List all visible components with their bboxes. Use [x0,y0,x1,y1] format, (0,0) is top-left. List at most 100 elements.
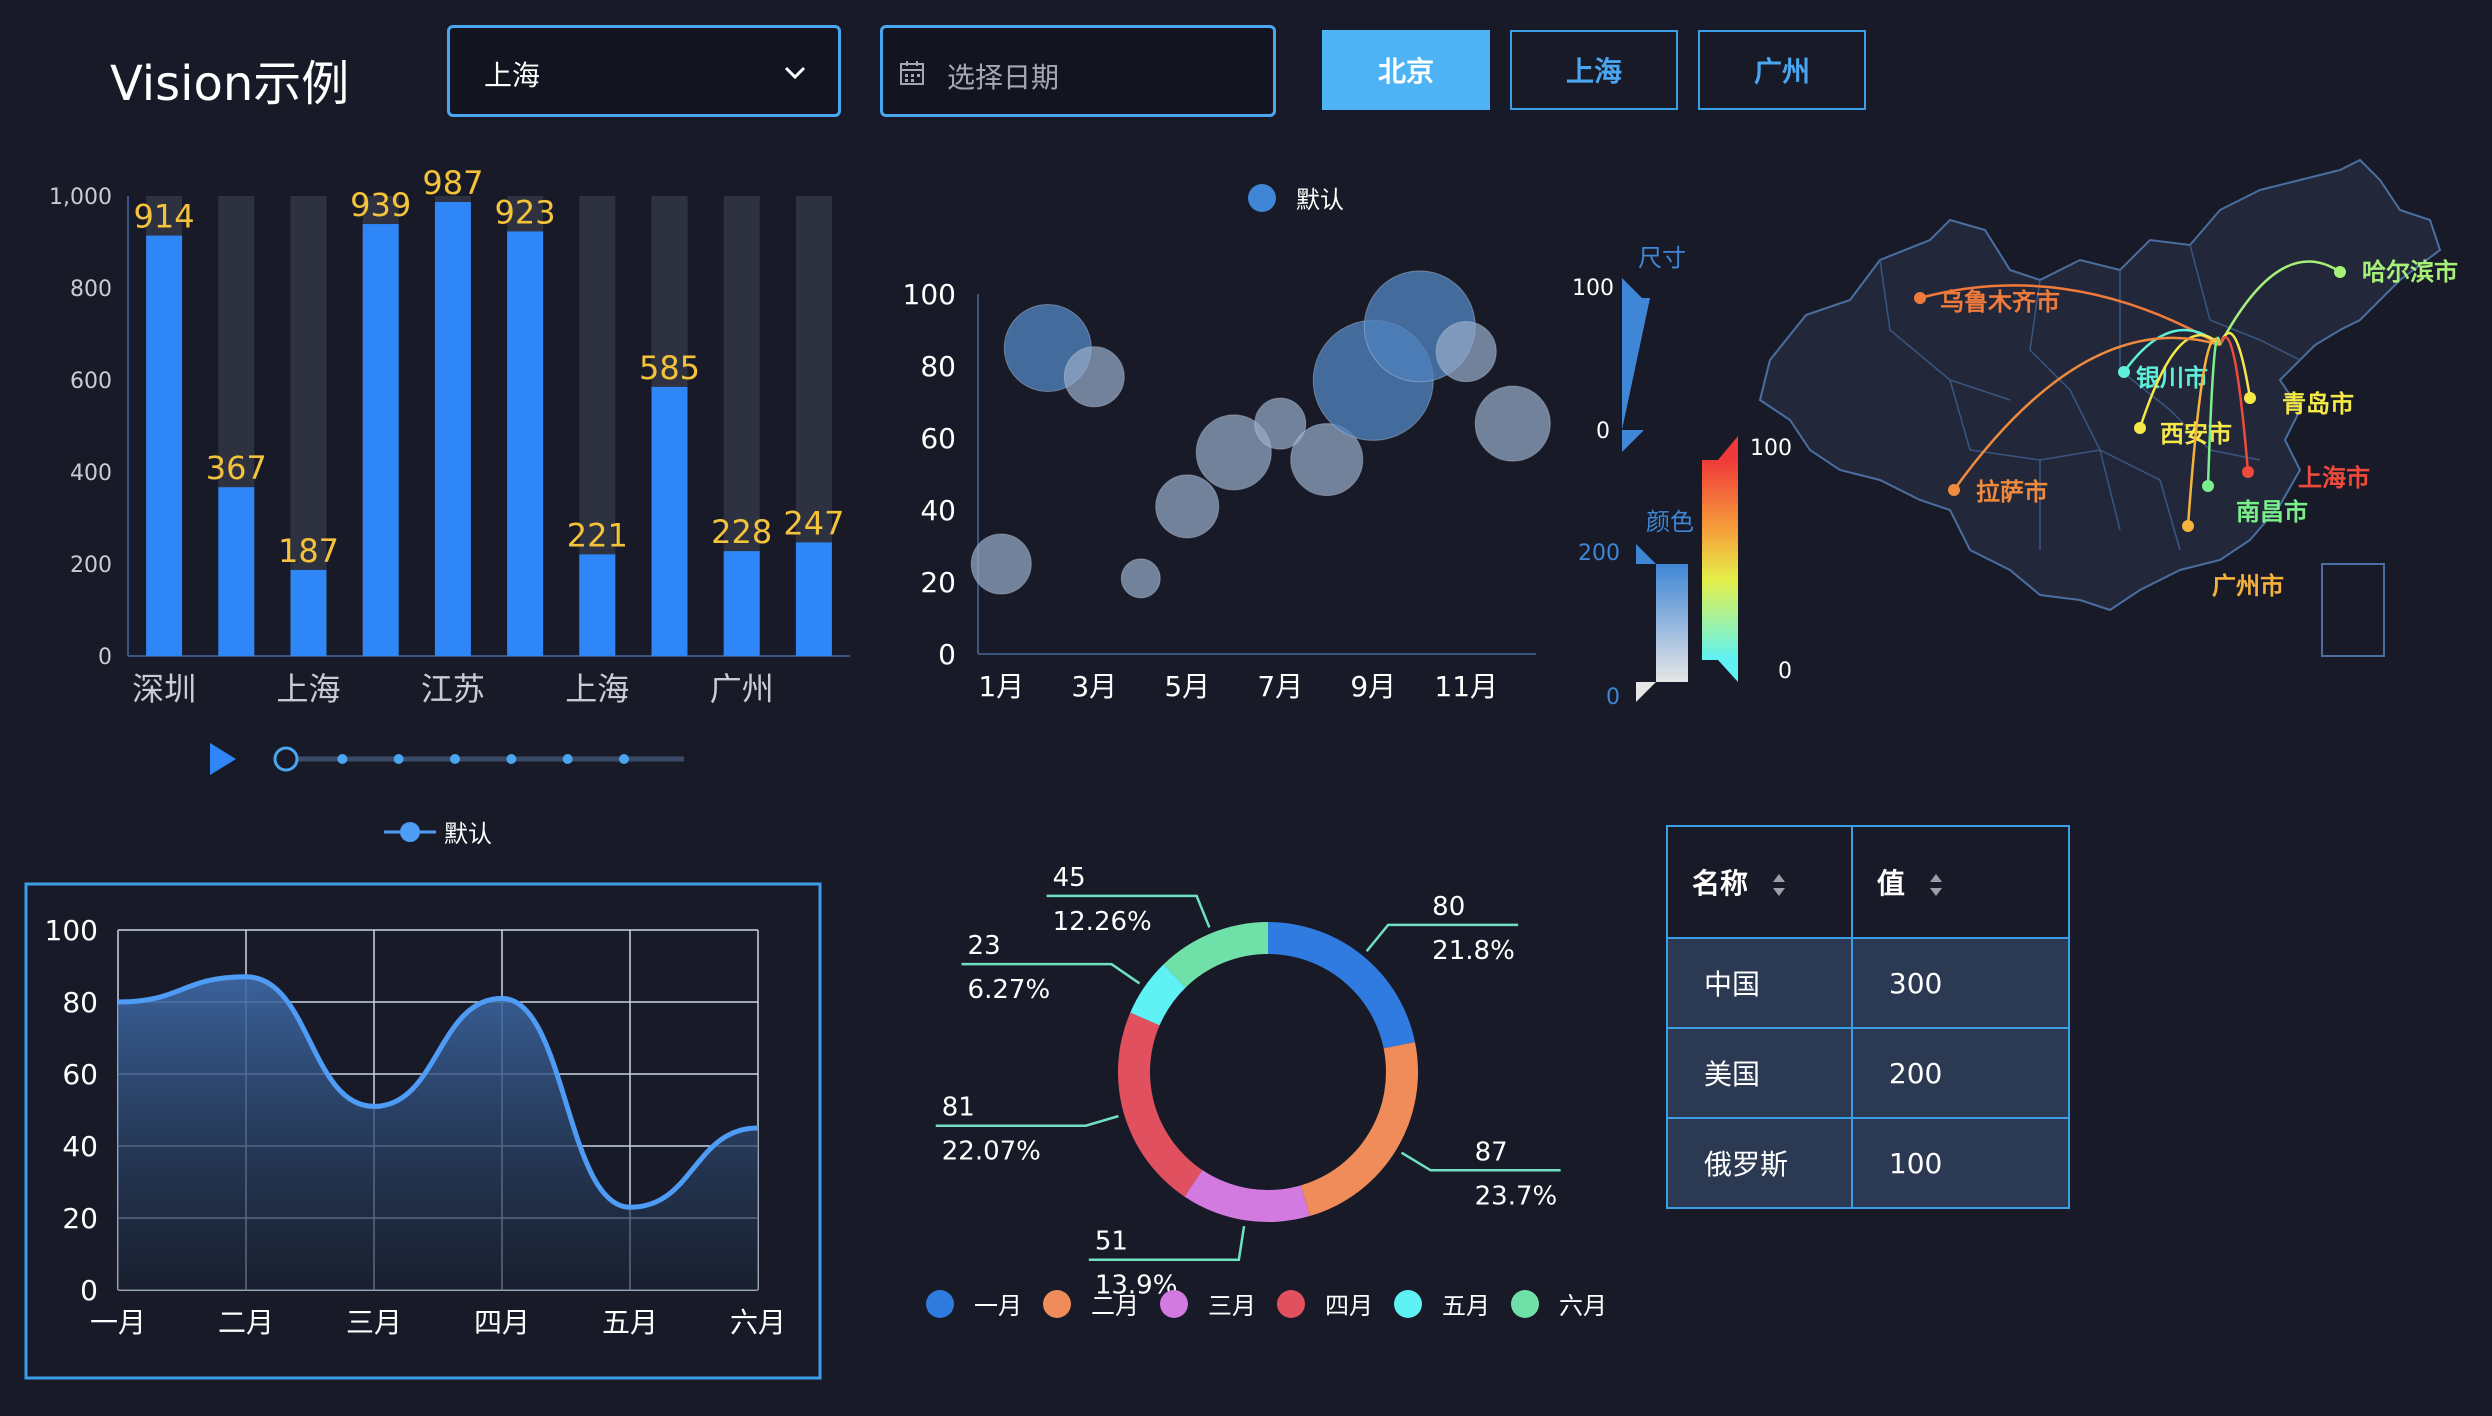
vm-spectrum-min: 0 [1778,659,1792,684]
vm-color-min: 0 [1606,685,1620,710]
city-marker[interactable] [2202,480,2214,492]
timeline-current-point[interactable] [273,746,299,772]
timeline-point[interactable] [450,754,460,764]
table-row[interactable]: 中国 300 [1666,937,2071,1029]
x-tick-label: 深圳 [132,670,196,708]
pie-legend-icon[interactable] [1511,1290,1539,1318]
scatter-point[interactable] [1195,414,1272,491]
city-select[interactable]: 上海 [447,25,841,117]
scatter-point[interactable] [1290,423,1364,497]
pie-slice[interactable] [1130,964,1186,1026]
tab-guangzhou[interactable]: 广州 [1698,30,1866,110]
x-tick-label: 5月 [1164,670,1210,703]
pie-percent-label: 22.07% [942,1137,1041,1167]
tab-shanghai[interactable]: 上海 [1510,30,1678,110]
y-tick-label: 60 [920,422,956,455]
bar[interactable] [507,231,544,657]
bar[interactable] [795,542,832,656]
pie-legend-label: 二月 [1091,1292,1139,1320]
timeline-point[interactable] [562,754,573,764]
scatter-point[interactable] [1063,346,1125,408]
pie-legend-icon[interactable] [1394,1290,1422,1318]
cell-name: 中国 [1666,937,1853,1029]
pie-legend-icon[interactable] [1043,1290,1071,1318]
city-marker[interactable] [2242,466,2254,478]
table-row[interactable]: 俄罗斯 100 [1666,1117,2071,1209]
cell-name: 美国 [1666,1027,1853,1119]
city-marker[interactable] [2134,422,2146,434]
city-marker[interactable] [2244,392,2256,404]
y-tick-label: 800 [70,277,112,302]
city-marker[interactable] [1948,484,1960,496]
vm-color-handle-bottom[interactable] [1636,682,1656,702]
y-tick-label: 1,000 [49,185,112,210]
bar[interactable] [579,554,616,656]
vm-size-handle-top[interactable] [1622,278,1642,298]
pie-percent-label: 12.26% [1053,907,1152,937]
bar-value-label: 367 [206,449,267,487]
vm-size-label: 尺寸 [1638,244,1686,272]
vm-spectrum-handle-top[interactable] [1718,436,1738,460]
y-tick-label: 0 [98,645,112,670]
sort-icon[interactable] [1772,872,1786,898]
column-header-name[interactable]: 名称 [1666,825,1853,939]
bar[interactable] [434,201,471,657]
vm-size-max: 100 [1572,276,1614,301]
pie-slice[interactable] [1300,1042,1418,1217]
sort-icon[interactable] [1929,872,1943,898]
pie-slice[interactable] [1184,1170,1310,1222]
date-placeholder: 选择日期 [947,61,1060,94]
x-tick-label: 9月 [1350,670,1396,703]
vm-spectrum-handle-bottom[interactable] [1718,660,1738,682]
x-tick-label: 三月 [346,1306,402,1339]
vm-size-handle-bottom[interactable] [1622,430,1644,452]
scatter-point[interactable] [1435,321,1497,383]
timeline-point[interactable] [619,754,629,764]
timeline-point[interactable] [393,754,404,764]
bar-value-label: 923 [495,193,556,231]
bar[interactable] [290,569,327,656]
vm-size-min: 0 [1596,419,1610,444]
pie-percent-label: 21.8% [1432,936,1515,966]
city-marker[interactable] [2334,266,2346,278]
pie-slice[interactable] [1118,1012,1203,1197]
timeline-point[interactable] [506,754,517,764]
series-line[interactable] [117,974,759,1210]
table-row[interactable]: 美国 200 [1666,1027,2071,1119]
date-picker[interactable]: 选择日期 [880,25,1276,117]
scatter-point[interactable] [1474,385,1551,462]
city-marker[interactable] [2182,520,2194,532]
bar-value-label: 585 [639,349,700,387]
bar[interactable] [362,224,399,656]
bar[interactable] [723,551,760,656]
play-icon[interactable] [210,743,236,775]
pie-slice[interactable] [1163,922,1268,988]
pie-legend-label: 三月 [1208,1292,1256,1320]
pie-legend-icon[interactable] [1277,1290,1305,1318]
flight-line [2186,337,2222,527]
pie-legend-icon[interactable] [926,1290,954,1318]
pie-legend-icon[interactable] [1160,1290,1188,1318]
scatter-point[interactable] [970,533,1032,595]
pie-value-label: 80 [1432,892,1465,922]
vm-color-handle-top[interactable] [1636,544,1656,564]
vm-color-max: 200 [1578,541,1620,566]
pie-slice[interactable] [1268,922,1415,1049]
city-marker[interactable] [1914,292,1926,304]
scatter-point[interactable] [1155,474,1220,539]
y-tick-label: 0 [938,638,956,671]
city-marker[interactable] [2118,366,2130,378]
scatter-point[interactable] [1254,397,1307,450]
area-legend-dot [400,822,420,842]
scatter-point[interactable] [1120,558,1161,599]
column-header-value[interactable]: 值 [1850,825,2071,939]
tab-beijing[interactable]: 北京 [1322,30,1490,110]
scatter-legend-icon[interactable] [1248,184,1276,212]
page-title: Vision示例 [110,56,350,112]
bar[interactable] [651,386,688,656]
bar[interactable] [218,487,255,656]
bar[interactable] [146,235,183,656]
timeline-point[interactable] [337,754,348,764]
y-tick-label: 80 [920,350,956,383]
city-label: 广州市 [2212,572,2284,600]
